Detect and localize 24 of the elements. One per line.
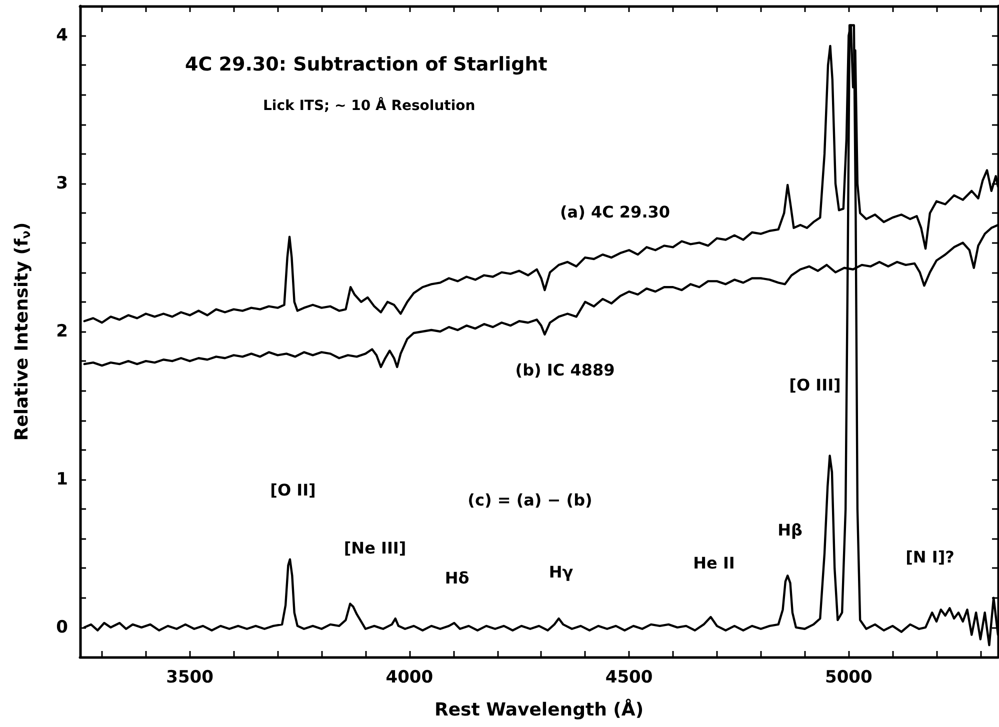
- annotation: Hβ: [778, 520, 802, 540]
- text: Lick ITS; ~ 10 Å Resolution: [263, 97, 476, 114]
- text: 4C 29.30: Subtraction of Starlight: [185, 54, 548, 76]
- annotation: Hδ: [444, 568, 470, 588]
- annotation: Hγ: [548, 562, 574, 582]
- y-tick-label: 0: [56, 617, 68, 638]
- y-tick-label: 2: [56, 322, 68, 342]
- x-tick-label: 5000: [824, 668, 872, 688]
- annotation: (c) = (a) − (b): [468, 490, 592, 510]
- x-tick-label: 4000: [386, 668, 434, 688]
- x-tick-label: 3500: [166, 668, 214, 688]
- annotation: He II: [693, 554, 735, 572]
- y-tick-label: 1: [56, 469, 68, 490]
- x-axis-title: Rest Wavelength (Å): [434, 698, 644, 720]
- y-axis-title: Relative Intensity (fν): [12, 222, 33, 441]
- annotation: [Ne III]: [344, 538, 406, 558]
- y-tick-label: 4: [56, 26, 68, 46]
- annotation: (b) IC 4889: [515, 360, 615, 380]
- annotation: [O II]: [270, 480, 316, 500]
- annotation: (a) 4C 29.30: [560, 202, 670, 222]
- x-tick-label: 4500: [605, 668, 653, 688]
- y-tick-label: 3: [56, 174, 68, 194]
- annotation: [O III]: [789, 376, 841, 394]
- annotation: [N I]?: [906, 548, 954, 566]
